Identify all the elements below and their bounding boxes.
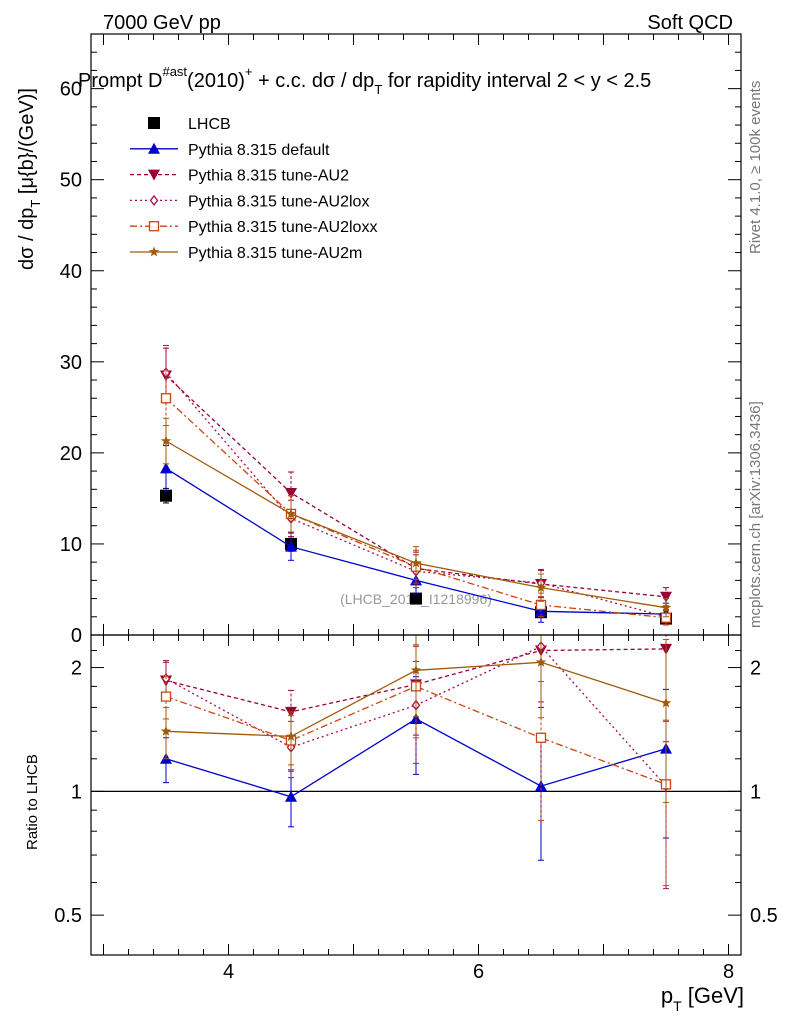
ratio-au2-line: [165, 648, 667, 713]
main-au2m-point: [160, 435, 172, 446]
main-lhcb-point: [160, 489, 172, 502]
energy-label: 7000 GeV pp: [103, 12, 221, 34]
ratio-au2m-point: [285, 730, 297, 741]
main-au2-point: [285, 487, 297, 499]
main-ylabel: dσ / dpT [μ{b}/(GeV)]: [16, 88, 43, 270]
legend-au2loxx-label: Pythia 8.315 tune-AU2loxx: [188, 219, 377, 236]
main-au2m-point: [410, 557, 422, 568]
main-ylabel-sub: T: [28, 200, 43, 208]
legend-lhcb-marker: [148, 117, 160, 129]
ratio-au2lox-line: [165, 645, 667, 787]
legend-au2lox-label: Pythia 8.315 tune-AU2lox: [188, 193, 369, 210]
main-y-tick-label: 30: [60, 352, 82, 374]
legend-au2m-marker: [148, 246, 160, 257]
ratio-ylabel: Ratio to LHCB: [24, 754, 41, 850]
legend-au2m-label: Pythia 8.315 tune-AU2m: [188, 245, 362, 262]
ratio-frame: [90, 634, 742, 956]
title-mid: (2010): [187, 70, 245, 92]
title-sup1: #ast: [162, 64, 187, 79]
main-ylabel-main: dσ / dp: [16, 208, 38, 270]
xlabel: pT [GeV]: [661, 983, 744, 1014]
main-y-tick-label: 40: [60, 261, 82, 283]
ratio-default-point: [535, 780, 547, 792]
main-y-tick-label: 0: [71, 625, 82, 647]
xlabel-unit: [GeV]: [682, 983, 744, 1008]
legend-default-marker: [148, 142, 160, 154]
legend-lhcb-label: LHCB: [188, 116, 231, 133]
legend-au2-label: Pythia 8.315 tune-AU2: [188, 168, 349, 185]
x-tick-label: 4: [223, 961, 234, 983]
ratio-y-tick-label-right: 0.5: [750, 905, 778, 927]
legend-au2lox-marker: [149, 194, 159, 206]
x-tick-label: 8: [723, 961, 734, 983]
ratio-au2m-point: [535, 656, 547, 667]
category-label: Soft QCD: [647, 12, 733, 34]
xlabel-main: p: [661, 983, 673, 1008]
title-sup2: +: [245, 64, 253, 79]
ratio-y-tick-label: 0.5: [54, 905, 82, 927]
ratio-y-tick-label-right: 1: [750, 781, 761, 803]
main-y-tick-label: 20: [60, 443, 82, 465]
main-y-tick-label: 60: [60, 79, 82, 101]
main-default-point: [285, 540, 297, 552]
main-lhcb-point: [410, 592, 422, 605]
main-au2m-point: [660, 602, 672, 613]
chart-marks: (LHCB_2013_I1218996)46801020304050600.50…: [54, 33, 778, 983]
ratio-au2m-point: [160, 725, 172, 736]
ratio-default-point: [285, 790, 297, 802]
x-tick-label: 6: [473, 961, 484, 983]
main-au2m-point: [535, 582, 547, 593]
main-y-tick-label: 10: [60, 534, 82, 556]
title-tail: for rapidity interval 2 < y < 2.5: [382, 70, 651, 92]
ratio-au2loxx-point: [160, 691, 172, 702]
legend-au2loxx-marker: [148, 221, 160, 232]
title-main: Prompt D: [78, 70, 162, 92]
main-au2-point: [660, 591, 672, 603]
main-au2loxx-point: [160, 393, 172, 404]
ratio-au2loxx-point: [535, 732, 547, 743]
ratio-au2m-point: [410, 664, 422, 675]
legend-au2-marker: [148, 169, 160, 181]
ratio-au2m-point: [660, 697, 672, 708]
ratio-y-tick-label-right: 2: [750, 658, 761, 680]
plot-title: Prompt D#ast(2010)+ + c.c. dσ / dpT for …: [78, 64, 651, 97]
legend-default-label: Pythia 8.315 default: [188, 142, 330, 159]
rivet-label: Rivet 4.1.0, ≥ 100k events: [747, 81, 764, 254]
ratio-y-tick-label: 1: [71, 781, 82, 803]
main-y-tick-label: 50: [60, 170, 82, 192]
main-au2m-point: [285, 508, 297, 519]
title-rest: + c.c. dσ / dp: [252, 70, 374, 92]
title-sub: T: [374, 82, 382, 97]
main-ylabel-unit: [μ{b}/(GeV)]: [16, 88, 38, 200]
mcplots-label: mcplots.cern.ch [arXiv:1306.3436]: [747, 401, 764, 628]
xlabel-sub: T: [673, 998, 682, 1014]
main-default-point: [160, 462, 172, 474]
ratio-y-tick-label: 2: [71, 658, 82, 680]
